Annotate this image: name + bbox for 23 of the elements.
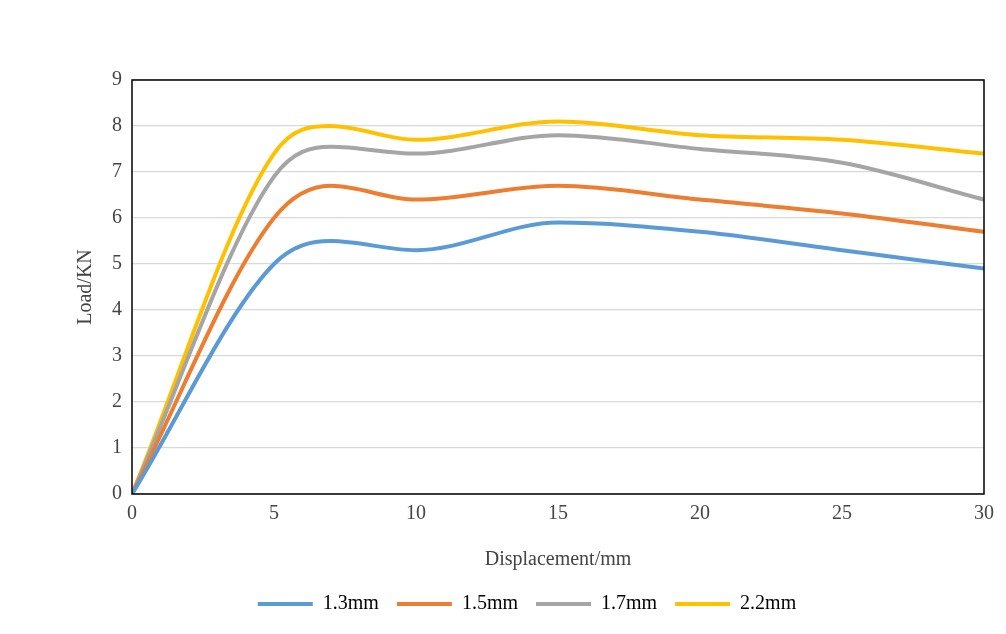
y-tick-label: 6 (112, 205, 122, 228)
y-tick-label: 2 (112, 389, 122, 412)
y-tick-label: 3 (112, 343, 122, 366)
y-tick-label: 5 (112, 251, 122, 274)
x-tick-label: 0 (127, 501, 137, 524)
y-tick-label: 8 (112, 113, 122, 136)
y-tick-label: 7 (112, 159, 122, 182)
x-tick-label: 15 (548, 501, 568, 524)
y-tick-label: 4 (112, 297, 122, 320)
legend-label: 1.7mm (601, 591, 658, 614)
x-axis-title: Displacement/mm (484, 547, 632, 571)
x-tick-label: 5 (269, 501, 279, 524)
x-tick-label: 10 (406, 501, 426, 524)
legend-label: 1.5mm (461, 591, 519, 614)
x-tick-label: 25 (832, 501, 852, 524)
x-tick-label: 20 (690, 501, 710, 524)
y-tick-label: 9 (112, 67, 122, 90)
legend-label: 1.3mm (322, 591, 380, 614)
y-axis-title: Load/KN (73, 249, 96, 325)
x-tick-label: 30 (974, 501, 994, 524)
legend-label: 2.2mm (740, 591, 797, 614)
y-tick-label: 0 (112, 481, 122, 504)
y-tick-label: 1 (112, 435, 122, 458)
